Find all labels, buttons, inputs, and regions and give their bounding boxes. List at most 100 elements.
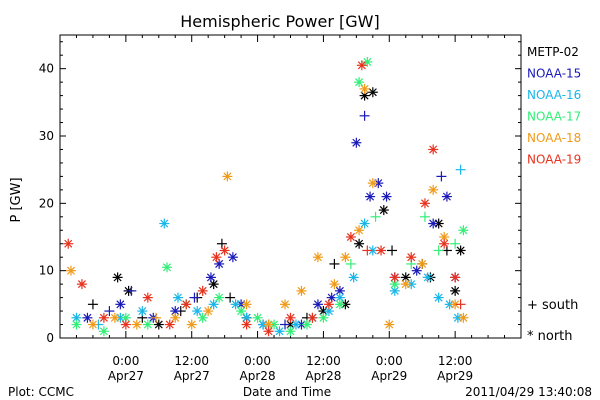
marker-stroke-d2: [121, 320, 130, 329]
y-tick-label: 30: [39, 129, 54, 143]
marker-stroke-d2: [212, 253, 221, 262]
data-point: [76, 279, 87, 290]
data-point: [87, 319, 98, 330]
marker-stroke-d2: [132, 320, 141, 329]
marker-stroke-d2: [171, 307, 180, 316]
marker-stroke-d2: [198, 313, 207, 322]
x-tick-date-label: Apr27: [108, 369, 144, 383]
series-legend: METP-02 NOAA-15 NOAA-16 NOAA-17 NOAA-18 NOAA-…: [527, 45, 581, 167]
data-point: [186, 319, 197, 330]
data-point: [367, 87, 378, 98]
data-point: [290, 319, 301, 330]
legend-entry: METP-02: [527, 45, 579, 59]
marker-stroke-d2: [173, 293, 183, 302]
data-point: [362, 245, 373, 256]
marker-stroke-d2: [193, 307, 202, 316]
data-point: [455, 299, 466, 310]
data-point: [181, 299, 192, 310]
marker-stroke-d2: [459, 313, 468, 322]
marker-stroke-d2: [198, 286, 207, 295]
data-point: [104, 306, 115, 317]
marker-stroke-d2: [242, 320, 251, 329]
marker-stroke-d2: [324, 307, 333, 316]
data-point: [241, 299, 252, 310]
data-point: [112, 272, 123, 283]
marker-stroke-d2: [434, 293, 443, 302]
data-point: [422, 272, 433, 283]
marker-stroke-d2: [429, 185, 438, 194]
marker-stroke-d2: [110, 313, 119, 322]
marker-stroke-d2: [99, 313, 108, 322]
data-point: [203, 306, 214, 317]
data-point: [359, 218, 370, 229]
data-point: [142, 319, 153, 330]
data-point: [225, 292, 236, 303]
data-point: [384, 319, 395, 330]
marker-stroke-d2: [401, 273, 410, 282]
data-point: [137, 306, 148, 317]
marker-stroke-d2: [116, 300, 125, 309]
data-point: [351, 137, 362, 148]
marker-stroke-d2: [366, 192, 375, 201]
marker-stroke-d2: [313, 253, 322, 262]
marker-stroke-d2: [451, 286, 460, 295]
marker-stroke-d2: [420, 199, 429, 208]
data-point: [417, 258, 428, 269]
data-point: [197, 285, 208, 296]
x-tick-time-label: 12:00: [306, 354, 341, 368]
data-point: [296, 285, 307, 296]
data-point: [340, 252, 351, 263]
marker-stroke-d2: [423, 273, 432, 282]
data-point: [428, 184, 439, 195]
data-point: [318, 312, 329, 323]
x-tick-time-label: 12:00: [174, 354, 209, 368]
marker-stroke-d2: [72, 320, 81, 329]
marker-stroke-d2: [319, 313, 328, 322]
data-point: [222, 171, 233, 182]
data-point: [329, 279, 340, 290]
data-point: [389, 272, 400, 283]
marker-stroke-d2: [313, 300, 322, 309]
marker-stroke-d2: [113, 273, 122, 282]
data-point: [252, 312, 263, 323]
data-point: [197, 312, 208, 323]
marker-stroke-d2: [324, 300, 333, 309]
legend-entry: NOAA-19: [527, 153, 581, 167]
data-point: [241, 319, 252, 330]
data-point: [205, 272, 216, 283]
data-point: [120, 319, 131, 330]
marker-stroke-d2: [429, 219, 438, 228]
data-point: [365, 191, 376, 202]
plot-timestamp: 2011/04/29 13:40:08: [465, 385, 592, 399]
marker-stroke-d2: [154, 320, 163, 329]
x-tick-date-label: Apr29: [437, 369, 473, 383]
marker-stroke-d2: [206, 273, 215, 282]
data-point: [312, 252, 323, 263]
marker-stroke-d2: [72, 313, 81, 322]
data-point: [162, 262, 173, 273]
marker-stroke-d2: [231, 300, 240, 309]
data-point: [428, 218, 439, 229]
data-point: [307, 312, 318, 323]
data-point: [263, 326, 274, 337]
data-point: [126, 285, 137, 296]
marker-stroke-d2: [215, 293, 224, 302]
marker-stroke-d2: [429, 145, 438, 154]
data-point: [153, 319, 164, 330]
data-point: [367, 178, 378, 189]
marker-stroke-d2: [346, 232, 355, 242]
data-point: [419, 198, 430, 209]
marker-stroke-d2: [171, 313, 180, 322]
marker-stroke-d2: [456, 246, 465, 255]
data-point: [354, 77, 365, 88]
data-point: [65, 265, 76, 276]
x-tick-date-label: Apr28: [240, 369, 276, 383]
marker-stroke-d2: [308, 313, 317, 322]
marker-stroke-d2: [209, 300, 218, 309]
data-point: [71, 319, 82, 330]
data-point: [455, 164, 466, 175]
data-point: [109, 312, 120, 323]
marker-stroke-d2: [335, 286, 344, 295]
data-point: [433, 245, 444, 256]
